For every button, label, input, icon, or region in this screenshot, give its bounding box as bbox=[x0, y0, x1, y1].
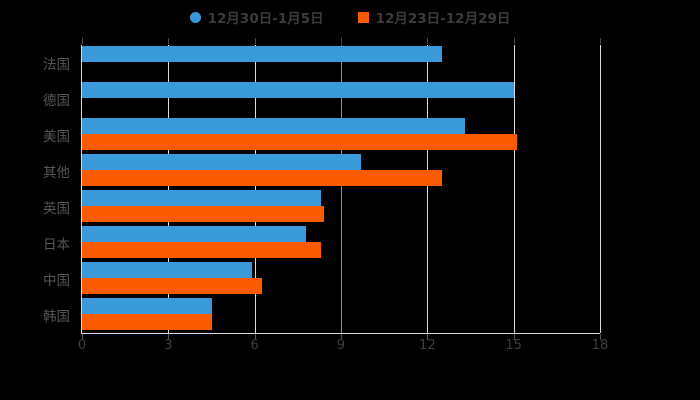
x-axis-tick-top bbox=[513, 38, 515, 44]
plot-area: 0 3 6 9 12 15 18 法国德国美国其他英国日本中国韩国 bbox=[43, 38, 608, 353]
chart-legend: 12月30日-1月5日 12月23日-12月29日 bbox=[0, 4, 700, 30]
bar-series-a[interactable] bbox=[82, 226, 307, 242]
bar-series-b[interactable] bbox=[82, 278, 262, 294]
x-axis-line bbox=[81, 333, 600, 334]
bar-series-a[interactable] bbox=[82, 154, 362, 170]
bar-series-b[interactable] bbox=[82, 314, 212, 330]
y-axis-category-label: 其他 bbox=[43, 165, 70, 181]
x-axis-tick bbox=[600, 334, 601, 340]
legend-item[interactable]: 12月23日-12月29日 bbox=[357, 7, 511, 27]
x-axis-tick-top bbox=[82, 38, 83, 44]
x-axis-tick bbox=[82, 334, 83, 340]
x-axis-tick bbox=[513, 334, 515, 340]
y-axis-category-label: 英国 bbox=[43, 201, 70, 217]
bar-series-a[interactable] bbox=[82, 262, 252, 278]
bar-series-a[interactable] bbox=[82, 82, 514, 98]
y-axis-line bbox=[81, 45, 82, 333]
x-axis-tick bbox=[427, 334, 429, 340]
chart-row: 法国 bbox=[43, 45, 600, 81]
x-axis-tick-label: 12 bbox=[419, 338, 436, 353]
gridline bbox=[427, 45, 429, 333]
bar-series-b[interactable] bbox=[82, 170, 442, 186]
bar-series-a[interactable] bbox=[82, 190, 321, 206]
x-axis-tick-label: 3 bbox=[164, 338, 173, 353]
x-axis-tick-label: 0 bbox=[77, 338, 87, 353]
chart-row: 美国 bbox=[43, 117, 600, 153]
square-marker-icon bbox=[357, 11, 369, 23]
y-axis-category-label: 韩国 bbox=[43, 309, 70, 325]
chart-row: 其他 bbox=[43, 153, 600, 189]
x-axis-tick-top bbox=[427, 38, 429, 44]
x-axis-tick bbox=[341, 334, 342, 340]
y-axis-category-label: 美国 bbox=[43, 129, 70, 145]
x-axis-tick-label: 15 bbox=[505, 338, 522, 353]
circle-marker-icon bbox=[189, 11, 201, 23]
x-axis-tick bbox=[254, 334, 256, 340]
chart-row: 日本 bbox=[43, 225, 600, 261]
chart-row: 中国 bbox=[43, 261, 600, 297]
x-axis-tick-top bbox=[341, 38, 342, 44]
y-axis-category-label: 中国 bbox=[43, 273, 70, 289]
bar-series-a[interactable] bbox=[82, 298, 212, 314]
gridline bbox=[341, 45, 342, 333]
x-axis-tick-top bbox=[168, 38, 170, 44]
x-axis-tick-label: 6 bbox=[250, 338, 259, 353]
legend-item[interactable]: 12月30日-1月5日 bbox=[189, 7, 324, 27]
x-axis-tick-label: 18 bbox=[591, 338, 609, 353]
gridline bbox=[254, 45, 256, 333]
bar-series-b[interactable] bbox=[82, 206, 324, 222]
y-axis-category-label: 法国 bbox=[43, 57, 70, 73]
chart-row: 韩国 bbox=[43, 297, 600, 333]
bar-series-a[interactable] bbox=[82, 46, 442, 62]
gridline bbox=[600, 45, 601, 333]
bar-series-b[interactable] bbox=[82, 134, 517, 150]
x-axis-tick-top bbox=[600, 38, 601, 44]
gridline bbox=[513, 45, 515, 333]
x-axis-tick-top bbox=[254, 38, 256, 44]
x-axis-tick-label: 9 bbox=[336, 338, 346, 353]
legend-item-label: 12月23日-12月29日 bbox=[375, 11, 511, 27]
bar-series-b[interactable] bbox=[82, 242, 321, 258]
y-axis-category-label: 德国 bbox=[43, 93, 70, 109]
bar-series-a[interactable] bbox=[82, 118, 465, 134]
chart-row: 英国 bbox=[43, 189, 600, 225]
chart-row: 德国 bbox=[43, 81, 600, 117]
legend-item-label: 12月30日-1月5日 bbox=[207, 11, 324, 27]
y-axis-category-label: 日本 bbox=[43, 237, 70, 253]
x-axis-tick bbox=[168, 334, 170, 340]
gridline bbox=[168, 45, 170, 333]
